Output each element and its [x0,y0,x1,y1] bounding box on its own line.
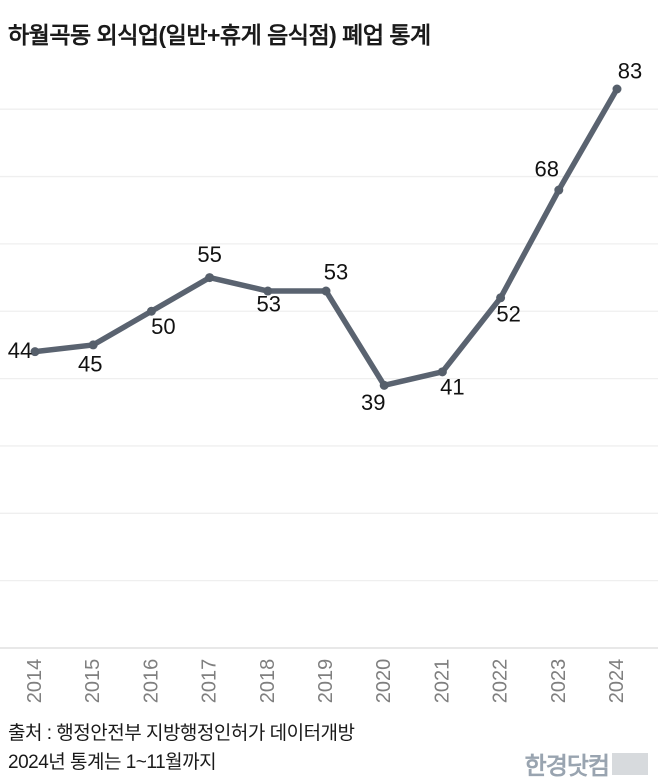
data-point-marker [263,286,273,296]
x-tick-label: 2024 [606,659,628,704]
x-tick-label: 2019 [315,659,337,704]
period-note: 2024년 통계는 1~11월까지 [8,752,217,773]
data-point-label: 53 [324,260,348,285]
source-note: 출처 : 행정안전부 지방행정인허가 데이터개방 [8,723,355,744]
data-line [32,86,620,389]
data-point-marker [554,185,564,195]
x-tick-label: 2015 [82,659,104,704]
data-point-marker [30,347,40,357]
x-tick-label: 2014 [24,659,46,704]
x-tick-label: 2020 [373,659,395,704]
data-point-marker [146,306,156,316]
data-point-marker [612,84,622,94]
hankyung-logo: 한경닷컴 [525,746,648,778]
data-point-label: 55 [197,242,221,267]
chart-title: 하월곡동 외식업(일반+휴게 음식점) 폐업 통계 [8,22,431,48]
data-point-marker [88,340,98,350]
data-point-label: 45 [78,351,102,376]
data-point-marker [379,380,389,390]
x-tick-label: 2023 [548,659,570,704]
data-point-marker [496,293,506,303]
x-tick-label: 2021 [431,659,453,704]
data-point-label: 83 [618,58,642,83]
x-tick-label: 2016 [140,659,162,704]
logo-text: 한경닷컴 [524,753,610,778]
data-point-marker [321,286,331,296]
footer: 출처 : 행정안전부 지방행정인허가 데이터개방 2024년 통계는 1~11월… [8,719,355,777]
data-point-label: 39 [361,390,385,415]
data-point-label: 53 [257,292,281,317]
data-point-label: 44 [8,338,32,363]
x-tick-label: 2017 [199,659,221,704]
data-point-label: 41 [440,374,464,399]
data-point-label: 50 [151,314,175,339]
logo-block [612,752,648,775]
x-tick-label: 2022 [490,659,512,704]
x-tick-label: 2018 [257,659,279,704]
data-point-marker [205,273,215,283]
data-point-label: 68 [535,157,559,182]
data-point-label: 52 [496,301,520,326]
data-point-marker [437,367,447,377]
